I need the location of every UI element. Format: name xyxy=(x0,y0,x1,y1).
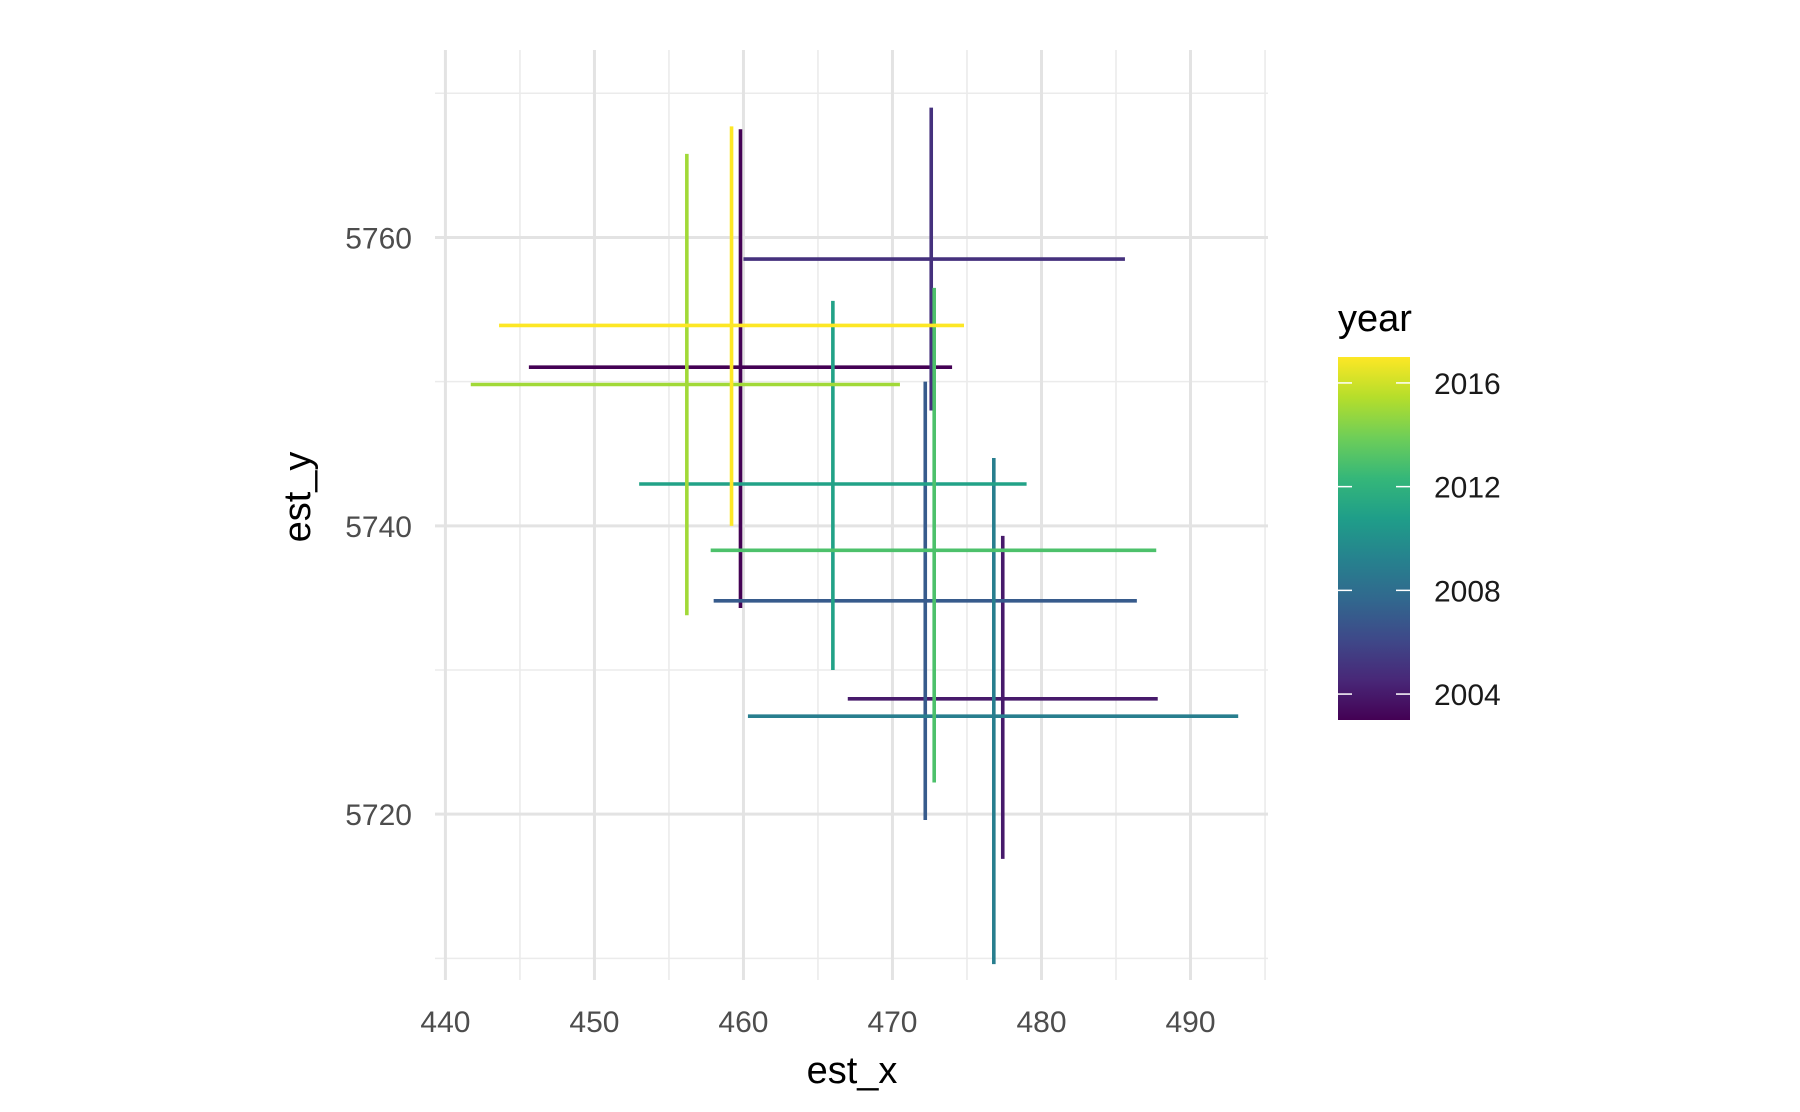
cross-2004 xyxy=(847,535,1158,859)
x-tick-label: 440 xyxy=(420,1006,470,1039)
legend-title: year xyxy=(1338,298,1412,340)
x-axis-tick-labels: 440 450 460 470 480 490 xyxy=(420,1006,1215,1039)
cross-2009 xyxy=(747,458,1239,965)
legend-tick-label: 2012 xyxy=(1434,472,1501,505)
y-tick-label: 5740 xyxy=(345,511,412,544)
legend-colorbar xyxy=(1338,357,1410,720)
data-marks xyxy=(470,107,1239,965)
x-tick-label: 460 xyxy=(718,1006,768,1039)
legend-tick-label: 2016 xyxy=(1434,368,1501,401)
x-tick-label: 470 xyxy=(867,1006,917,1039)
cross-2007 xyxy=(713,381,1137,820)
x-tick-label: 450 xyxy=(569,1006,619,1039)
x-tick-label: 480 xyxy=(1016,1006,1066,1039)
cross-2003 xyxy=(528,129,953,608)
y-axis-title: est_y xyxy=(277,452,319,543)
y-axis-tick-labels: 5720 5740 5760 xyxy=(345,222,412,832)
x-axis-title: est_x xyxy=(807,1050,898,1092)
cross-2011 xyxy=(639,300,1027,670)
cross-2017 xyxy=(499,126,965,526)
x-tick-label: 490 xyxy=(1165,1006,1215,1039)
y-tick-label: 5720 xyxy=(345,799,412,832)
y-tick-label: 5760 xyxy=(345,222,412,255)
major-gridlines xyxy=(435,50,1268,980)
legend-tick-label: 2008 xyxy=(1434,575,1501,608)
legend-tick-label: 2004 xyxy=(1434,679,1501,712)
cross-2013 xyxy=(710,287,1157,783)
cross-2005 xyxy=(743,107,1125,411)
legend-ticks: 2004 2008 2012 2016 xyxy=(1338,368,1501,712)
legend: year 2004 2008 2012 2016 xyxy=(1338,298,1501,720)
minor-gridlines xyxy=(435,50,1268,980)
cross-2015 xyxy=(470,153,900,616)
